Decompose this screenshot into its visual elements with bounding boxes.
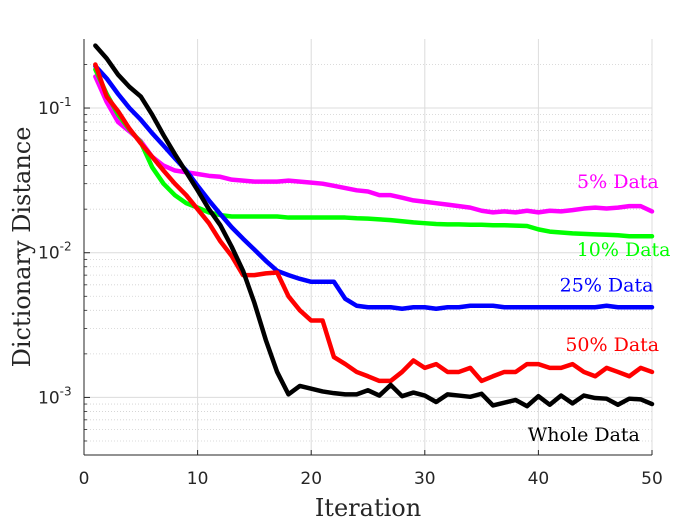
- x-tick-label: 10: [187, 469, 209, 489]
- series-label-25-data: 25% Data: [560, 274, 654, 296]
- x-axis-title: Iteration: [315, 494, 421, 522]
- y-tick-label: 10-2: [38, 240, 72, 264]
- x-tick-label: 40: [528, 469, 550, 489]
- y-axis-title: Dictionary Distance: [8, 127, 36, 368]
- series-label-whole-data: Whole Data: [528, 424, 640, 446]
- series-label-5-data: 5% Data: [577, 171, 659, 193]
- x-tick-label: 20: [300, 469, 322, 489]
- y-tick-label: 10-1: [38, 95, 72, 119]
- series-layer: [93, 43, 655, 409]
- y-tick-exponent: -1: [60, 95, 72, 109]
- series-labels: 5% Data 10% Data 25% Data 50% Data Whole Dat…: [528, 171, 671, 446]
- series-line-whole-data: [93, 43, 655, 409]
- x-tick-label: 30: [414, 469, 436, 489]
- y-tick-label: 10-3: [38, 384, 72, 408]
- y-tick-exponent: -2: [60, 240, 72, 254]
- series-line-10-data: [93, 67, 655, 239]
- series-label-10-data: 10% Data: [577, 239, 671, 261]
- x-tick-label: 0: [79, 469, 90, 489]
- axes: 0 10 20 30 40 50 10-1 10-2 10-3: [38, 39, 663, 489]
- x-tick-label: 50: [641, 469, 663, 489]
- series-line-50-data: [93, 62, 655, 384]
- series-label-50-data: 50% Data: [565, 334, 659, 356]
- y-tick-exponent: -3: [60, 384, 72, 398]
